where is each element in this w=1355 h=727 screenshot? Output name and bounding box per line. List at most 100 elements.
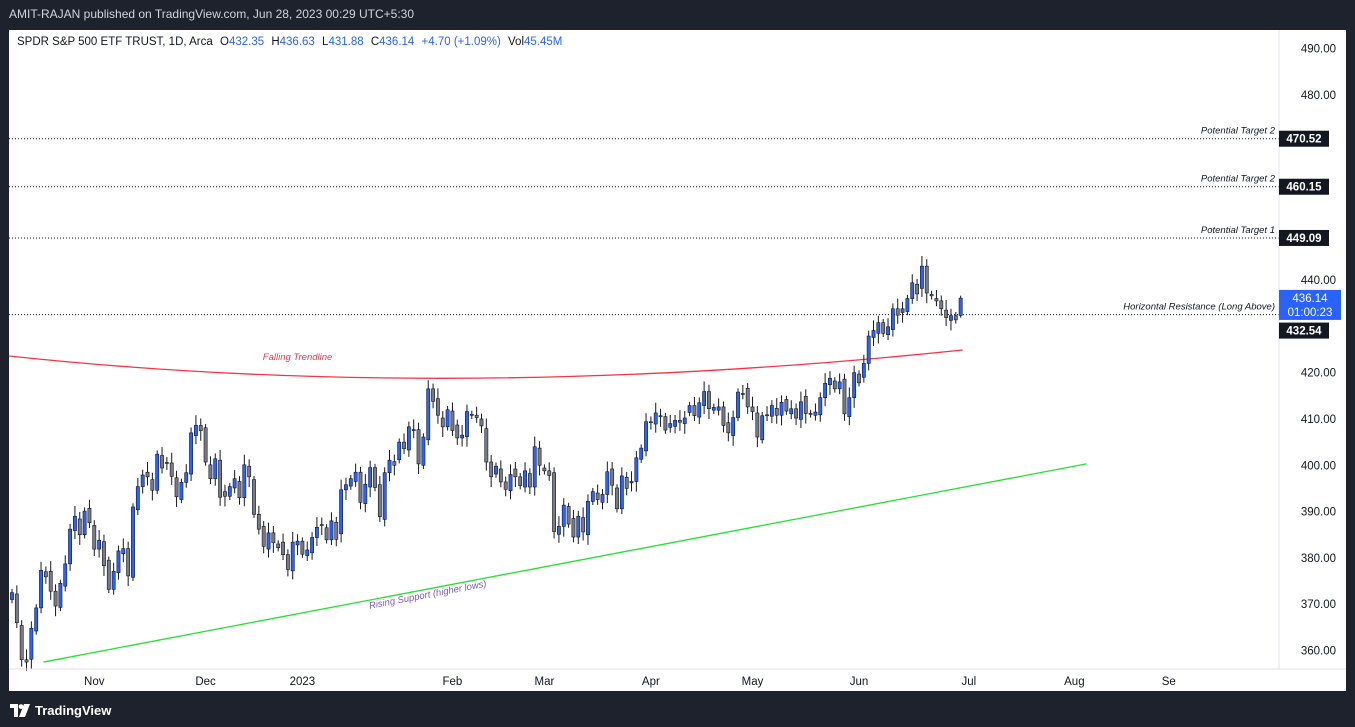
candle: [121, 538, 126, 563]
candle-body: [813, 411, 818, 416]
candle-body: [924, 265, 929, 294]
candle: [48, 561, 53, 600]
candle-body: [561, 504, 566, 527]
publisher-bar: AMIT-RAJAN published on TradingView.com,…: [0, 0, 1355, 30]
candle: [915, 278, 919, 301]
candle-body: [479, 418, 484, 427]
candle: [944, 299, 949, 327]
time-axis[interactable]: Nov Dec 2023 Feb Mar Apr May Jun Jul Aug Se: [9, 668, 1346, 688]
candle-body: [755, 412, 760, 438]
candle: [494, 462, 498, 478]
y-tick-label: 480.00: [1301, 90, 1336, 102]
low-label: L: [322, 36, 329, 48]
candle-body: [266, 532, 271, 550]
candle-body: [121, 548, 126, 555]
candle: [678, 410, 682, 431]
y-tick-label: 440.00: [1301, 275, 1336, 287]
candle-body: [731, 417, 736, 436]
level-lines: Potential Target 2 Potential Target 2 Pote…: [9, 126, 1279, 316]
candle-body: [871, 330, 876, 338]
candle-body: [368, 467, 373, 488]
candle-body: [900, 308, 905, 313]
candle-body: [542, 467, 547, 472]
candle: [813, 403, 818, 421]
candle: [353, 463, 358, 487]
candle-body: [915, 283, 919, 295]
candle-body: [237, 481, 242, 498]
candle: [745, 383, 750, 414]
candle: [126, 541, 131, 587]
candle-body: [634, 457, 639, 482]
open-value: 432.35: [228, 36, 265, 48]
candle-body: [566, 506, 571, 525]
candle: [387, 449, 392, 482]
candle: [174, 470, 179, 507]
x-tick-label: Nov: [84, 676, 105, 688]
open-label: O: [219, 36, 229, 48]
candle: [590, 487, 595, 506]
candle-body: [745, 388, 750, 408]
price-chart[interactable]: Potential Target 2 Potential Target 2 Pote…: [9, 30, 1346, 691]
candle: [876, 315, 881, 344]
y-tick-label: 490.00: [1301, 44, 1336, 56]
candle: [624, 471, 629, 496]
candle-body: [348, 478, 353, 487]
candle: [68, 523, 72, 571]
candle: [276, 540, 281, 552]
price-axis[interactable]: 490.00 480.00 440.00 420.00 410.00 400.00 390.…: [1278, 30, 1336, 669]
candle-body: [281, 541, 285, 555]
candle-body: [523, 470, 527, 488]
candle-body: [218, 459, 223, 498]
candle: [852, 365, 857, 408]
candle-body: [600, 494, 605, 503]
candle: [760, 412, 765, 444]
candle-body: [126, 548, 131, 577]
candle: [131, 503, 135, 582]
candle: [890, 303, 895, 337]
candle-body: [116, 550, 121, 573]
candle: [208, 456, 213, 485]
candle: [106, 556, 111, 594]
chart-panel[interactable]: Potential Target 2 Potential Target 2 Pote…: [9, 30, 1346, 691]
candle: [910, 274, 915, 304]
candle: [934, 289, 939, 307]
candle: [702, 381, 707, 415]
close-value: 436.14: [379, 36, 415, 48]
candle: [300, 537, 305, 558]
candle: [740, 384, 745, 400]
candle-body: [861, 363, 866, 378]
candle-body: [881, 322, 886, 334]
candle: [750, 396, 755, 421]
candle-body: [949, 315, 953, 321]
publisher-line: AMIT-RAJAN published on TradingView.com,…: [9, 7, 415, 21]
candle-body: [498, 468, 503, 483]
candle: [508, 464, 513, 500]
candle: [97, 530, 102, 558]
candle-body: [765, 414, 769, 417]
candle-body: [382, 472, 387, 520]
candle: [87, 499, 92, 529]
candle: [440, 411, 445, 438]
candle-body: [557, 526, 561, 535]
candle-body: [431, 388, 435, 402]
candle: [402, 433, 406, 454]
candle: [484, 418, 489, 471]
candle: [765, 406, 769, 422]
candle-body: [184, 472, 189, 483]
candle-body: [164, 462, 169, 464]
symbol-legend[interactable]: SPDR S&P 500 ETF TRUST, 1D, Arca O432.35…: [17, 36, 562, 48]
candle-body: [624, 476, 629, 489]
candle: [421, 433, 426, 469]
candle: [687, 401, 692, 417]
candle: [252, 475, 256, 519]
candle-body: [160, 455, 164, 469]
candle-body: [227, 486, 232, 497]
candle: [697, 397, 702, 425]
tradingview-brand[interactable]: TradingView: [10, 701, 111, 719]
candle: [34, 604, 39, 635]
candle: [368, 460, 373, 498]
candle: [823, 373, 828, 407]
candle: [663, 412, 668, 434]
candle: [828, 371, 832, 395]
candle-body: [760, 415, 765, 441]
